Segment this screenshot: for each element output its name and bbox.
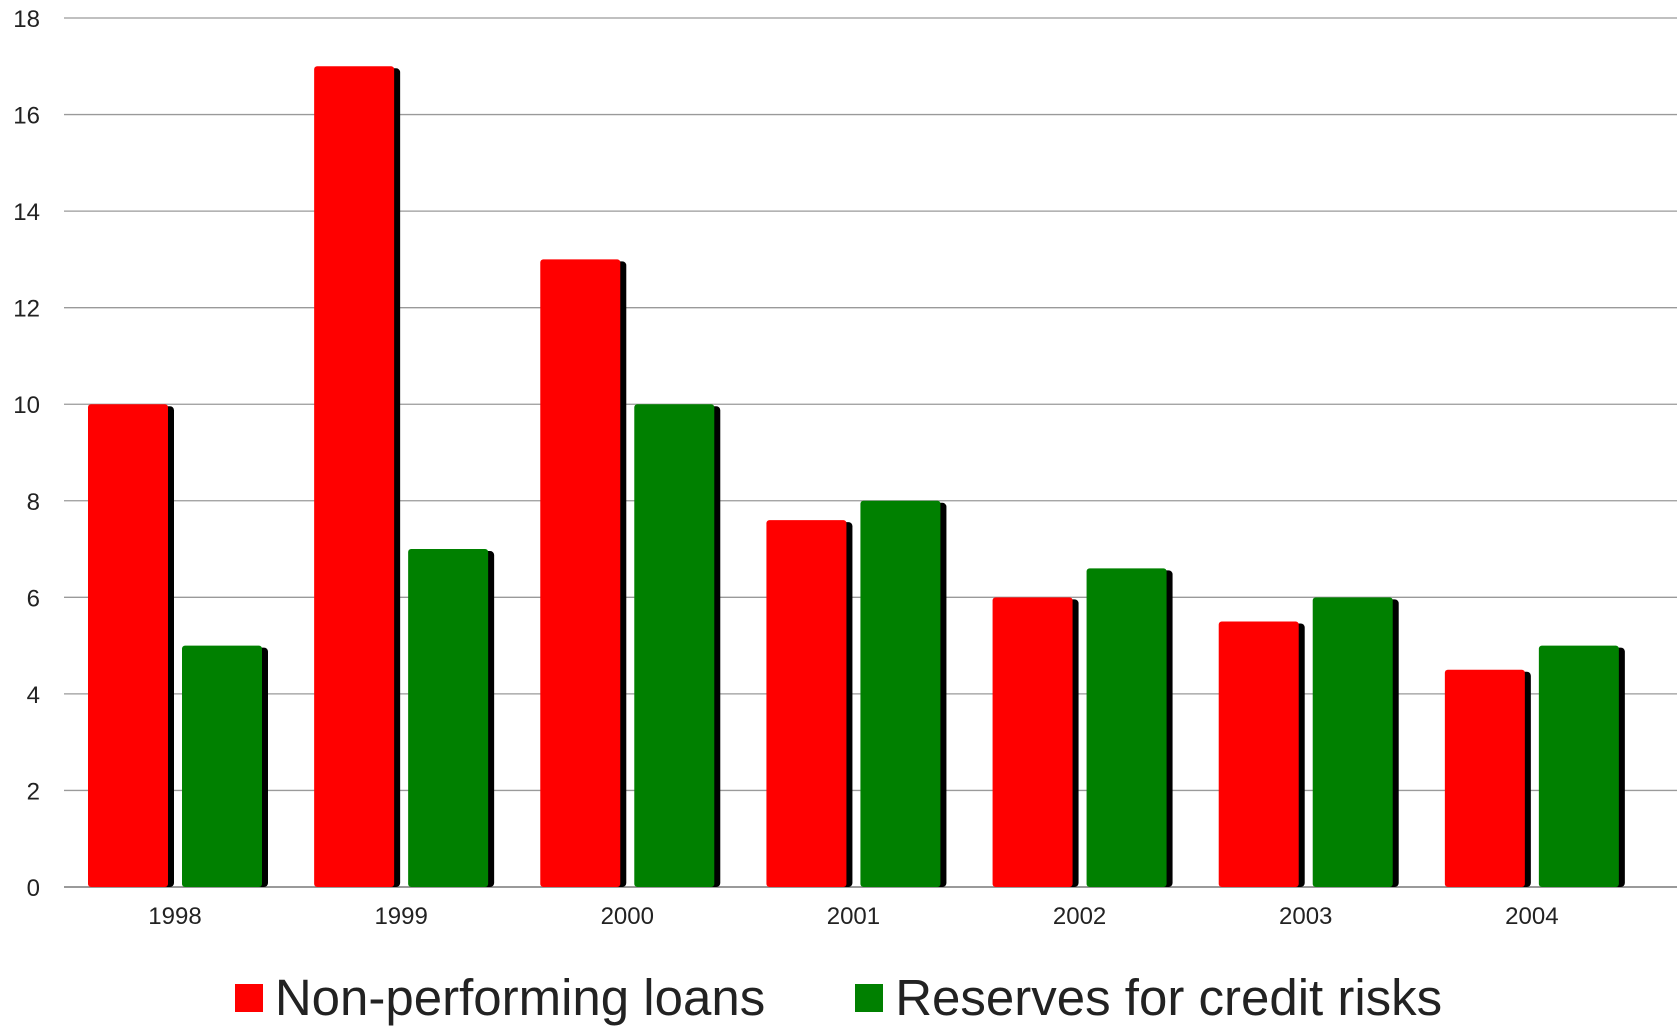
y-tick-label: 10 bbox=[13, 392, 40, 419]
y-tick-label: 6 bbox=[27, 585, 40, 612]
y-tick-label: 2 bbox=[27, 778, 40, 805]
bar-reserves-for-credit-risks-2002 bbox=[1086, 568, 1167, 887]
bar-reserves-for-credit-risks-2003 bbox=[1312, 597, 1393, 887]
x-axis-ticks: 1998 1999 2000 2001 2002 2003 2004 bbox=[148, 903, 1558, 930]
legend-item-reserves-for-credit-risks: Reserves for credit risks bbox=[855, 968, 1442, 1027]
y-tick-label: 0 bbox=[27, 875, 40, 902]
bar-non-performing-loans-1998 bbox=[88, 404, 168, 887]
bar-non-performing-loans-2004 bbox=[1444, 669, 1525, 887]
y-tick-label: 16 bbox=[13, 103, 40, 130]
x-tick-label: 2004 bbox=[1505, 903, 1558, 930]
x-tick-label: 2002 bbox=[1053, 903, 1106, 930]
legend-item-non-performing-loans: Non-performing loans bbox=[234, 968, 766, 1027]
bar-reserves-for-credit-risks-1998 bbox=[182, 645, 262, 887]
legend-swatch-red bbox=[234, 983, 263, 1012]
legend-label: Reserves for credit risks bbox=[895, 969, 1443, 1026]
y-tick-label: 4 bbox=[27, 682, 40, 709]
x-tick-label: 2003 bbox=[1279, 903, 1332, 930]
y-tick-label: 18 bbox=[13, 6, 40, 33]
bar-non-performing-loans-1999 bbox=[314, 66, 395, 888]
bar-non-performing-loans-2002 bbox=[992, 597, 1073, 887]
y-tick-label: 8 bbox=[27, 489, 40, 516]
bar-reserves-for-credit-risks-1999 bbox=[408, 549, 489, 887]
y-tick-label: 12 bbox=[13, 296, 40, 323]
x-tick-label: 1999 bbox=[374, 903, 427, 930]
bar-non-performing-loans-2001 bbox=[766, 520, 847, 887]
bar-reserves-for-credit-risks-2001 bbox=[860, 500, 941, 887]
legend: Non-performing loans Reserves for credit… bbox=[0, 968, 1677, 1027]
bar-non-performing-loans-2003 bbox=[1218, 621, 1299, 887]
bars bbox=[88, 66, 1625, 888]
bar-reserves-for-credit-risks-2000 bbox=[634, 404, 715, 887]
x-tick-label: 1998 bbox=[148, 903, 201, 930]
bar-chart: 0 2 4 6 8 10 12 14 16 18 1998 1999 2000 2001 2002 2003… bbox=[13, 6, 1677, 930]
y-axis-ticks: 0 2 4 6 8 10 12 14 16 18 bbox=[13, 6, 40, 902]
legend-swatch-green bbox=[855, 983, 884, 1012]
x-tick-label: 2001 bbox=[827, 903, 880, 930]
bar-reserves-for-credit-risks-2004 bbox=[1538, 645, 1619, 887]
y-tick-label: 14 bbox=[13, 199, 40, 226]
bar-non-performing-loans-2000 bbox=[540, 259, 621, 887]
x-tick-label: 2000 bbox=[601, 903, 654, 930]
legend-label: Non-performing loans bbox=[274, 969, 766, 1026]
